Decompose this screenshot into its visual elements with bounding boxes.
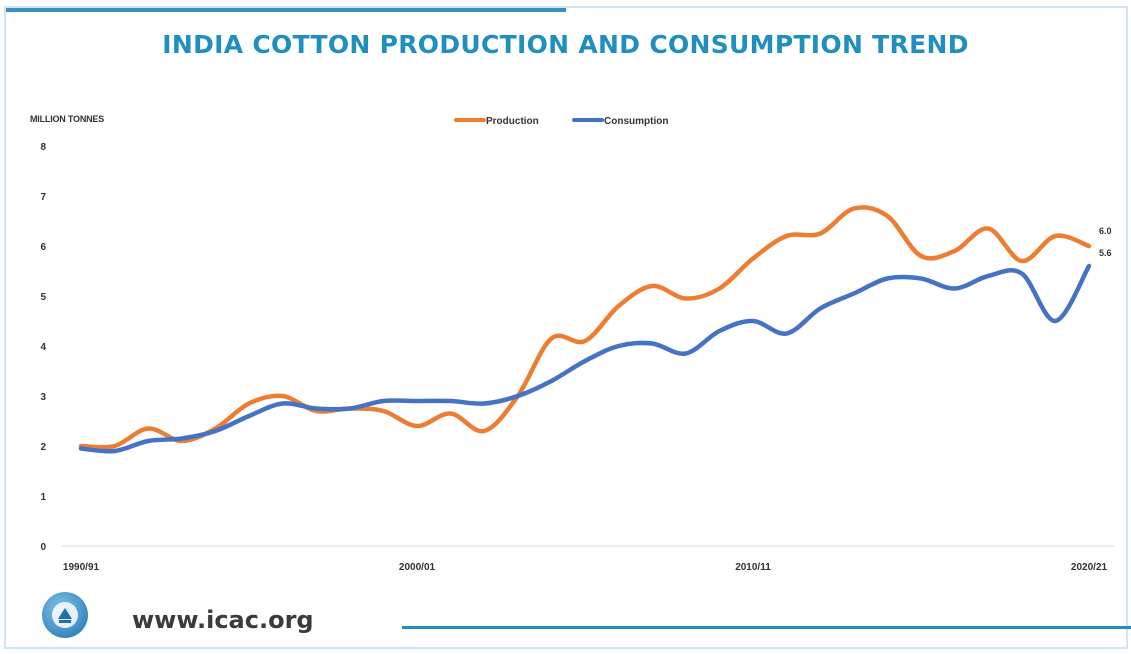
x-tick-label: 1990/91 — [63, 562, 100, 573]
data-point-consumption — [482, 401, 486, 406]
data-point-consumption — [348, 406, 352, 411]
data-point-production — [1020, 259, 1024, 263]
footer-rule — [402, 626, 1131, 629]
x-tick-label: 2000/01 — [399, 562, 436, 573]
data-point-production — [650, 284, 654, 288]
y-tick-label: 3 — [40, 392, 46, 403]
data-point-consumption — [281, 401, 285, 406]
data-point-consumption — [852, 291, 856, 296]
legend-label: Production — [486, 116, 539, 127]
data-point-consumption — [751, 319, 755, 323]
x-tick-label: 2010/11 — [735, 562, 771, 573]
data-point-production — [617, 304, 621, 308]
data-point-consumption — [180, 436, 184, 441]
top-accent-line — [6, 8, 566, 12]
data-point-consumption — [650, 341, 654, 346]
data-point-production — [549, 336, 554, 341]
data-point-consumption — [617, 344, 621, 348]
data-point-consumption — [213, 429, 217, 433]
data-point-consumption — [113, 449, 117, 453]
data-point-consumption — [818, 306, 822, 311]
slide-frame — [4, 6, 1128, 649]
y-tick-label: 8 — [40, 142, 46, 153]
data-point-production — [583, 339, 587, 343]
end-value-label: 5.6 — [1099, 248, 1112, 258]
end-value-label: 6.0 — [1099, 226, 1112, 236]
data-point-consumption — [146, 439, 150, 443]
data-point-production — [818, 231, 822, 236]
series-line-production — [78, 205, 1092, 450]
data-point-consumption — [785, 331, 789, 336]
data-point-consumption — [516, 394, 520, 398]
data-point-production — [785, 234, 789, 238]
data-point-production — [281, 394, 285, 398]
data-point-consumption — [549, 379, 554, 383]
y-tick-label: 2 — [40, 442, 46, 453]
data-point-consumption — [79, 446, 83, 451]
data-point-production — [113, 444, 117, 448]
page-title: INDIA COTTON PRODUCTION AND CONSUMPTION … — [162, 30, 969, 59]
x-tick-label: 2020/21 — [1071, 562, 1108, 573]
y-tick-label: 0 — [40, 542, 46, 553]
legend-label: Consumption — [604, 116, 668, 127]
data-point-consumption — [314, 406, 318, 411]
y-tick-label: 4 — [40, 342, 46, 353]
data-point-consumption — [885, 276, 890, 281]
data-point-consumption — [1053, 319, 1057, 323]
data-point-consumption — [953, 286, 957, 291]
data-point-consumption — [381, 399, 385, 403]
icac-logo — [42, 592, 88, 638]
data-point-production — [986, 226, 990, 231]
data-point-production — [919, 254, 923, 258]
data-point-consumption — [247, 414, 251, 418]
data-point-consumption — [1087, 264, 1091, 268]
data-point-production — [482, 429, 486, 433]
data-point-production — [953, 249, 957, 253]
data-point-consumption — [415, 399, 419, 403]
data-point-production — [1053, 234, 1057, 238]
data-point-production — [717, 286, 722, 291]
data-point-production — [885, 214, 890, 218]
series-line-consumption — [78, 263, 1092, 454]
data-point-consumption — [1020, 271, 1024, 276]
data-point-consumption — [919, 276, 923, 281]
data-point-production — [381, 409, 385, 413]
data-point-consumption — [449, 399, 453, 403]
data-point-production — [415, 424, 419, 428]
data-point-production — [247, 401, 251, 406]
data-point-consumption — [684, 351, 688, 356]
data-point-production — [751, 256, 755, 261]
y-axis-label: MILLION TONNES — [30, 114, 105, 124]
data-point-consumption — [583, 359, 587, 363]
y-tick-label: 5 — [40, 292, 46, 303]
data-point-production — [684, 296, 688, 301]
data-point-consumption — [717, 329, 722, 333]
y-tick-label: 6 — [40, 242, 46, 253]
y-tick-label: 1 — [40, 492, 46, 503]
data-point-consumption — [986, 274, 990, 278]
data-point-production — [449, 411, 453, 416]
data-point-production — [1087, 244, 1091, 248]
data-point-production — [852, 206, 856, 211]
icac-globe-logo-icon — [52, 602, 78, 628]
website-link[interactable]: www.icac.org — [132, 606, 314, 634]
y-tick-label: 7 — [40, 192, 46, 203]
data-point-production — [146, 426, 150, 431]
